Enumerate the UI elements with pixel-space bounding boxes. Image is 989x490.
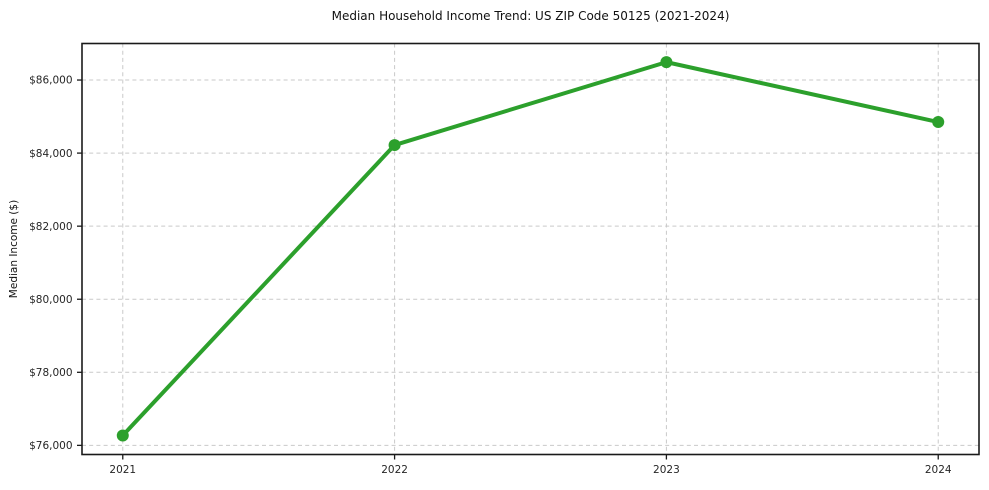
y-tick-label: $86,000 — [29, 75, 72, 87]
data-point-2023 — [660, 56, 673, 69]
x-tick-label: 2021 — [109, 464, 136, 476]
x-tick-label: 2022 — [381, 464, 408, 476]
data-point-2022 — [388, 139, 401, 152]
y-tick-label: $78,000 — [29, 367, 72, 379]
y-tick-label: $76,000 — [29, 440, 72, 452]
data-point-2024 — [932, 116, 945, 129]
plot-border — [81, 42, 980, 456]
data-point-2021 — [116, 429, 129, 442]
y-tick-label: $84,000 — [29, 148, 72, 160]
trend-line — [120, 60, 941, 438]
x-tick-label: 2023 — [653, 464, 680, 476]
y-tick-label: $82,000 — [29, 221, 72, 233]
y-tick-label: $80,000 — [29, 294, 72, 306]
chart-title: Median Household Income Trend: US ZIP Co… — [331, 9, 730, 23]
x-tick-label: 2024 — [925, 464, 952, 476]
